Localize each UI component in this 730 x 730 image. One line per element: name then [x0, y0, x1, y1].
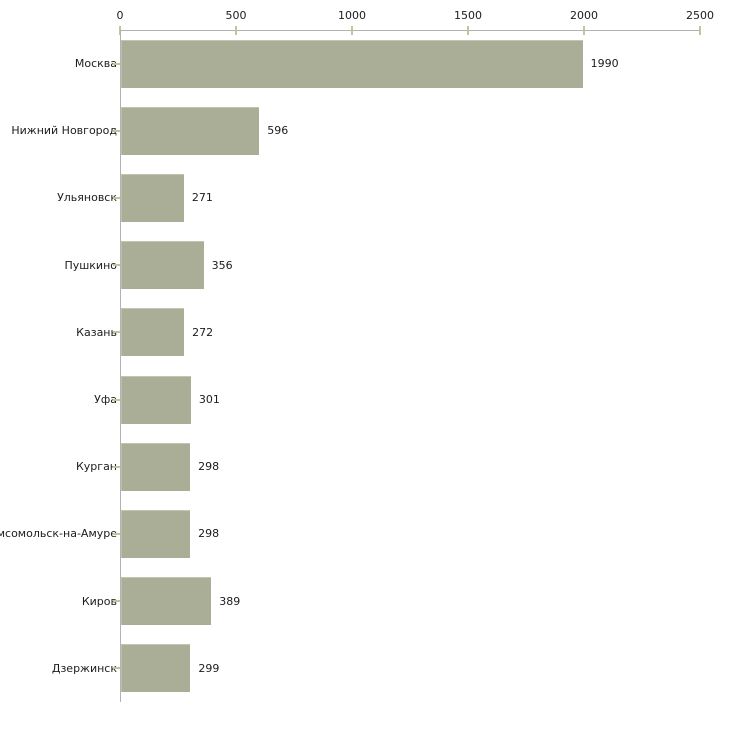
x-tick — [467, 26, 469, 35]
y-axis-label: Казань — [76, 325, 117, 339]
y-tick — [113, 533, 120, 535]
x-tick-label: 2000 — [570, 9, 598, 22]
y-axis-label: Курган — [75, 460, 117, 474]
y-tick — [113, 197, 120, 199]
bar — [121, 644, 191, 693]
x-tick — [235, 26, 237, 35]
x-axis-line — [120, 30, 701, 31]
x-tick-label: 500 — [225, 9, 247, 22]
bar-value-label: 298 — [198, 460, 220, 474]
bar-value-label: 271 — [191, 191, 213, 205]
x-tick-label: 1000 — [338, 9, 366, 22]
y-axis-line — [120, 30, 121, 702]
y-tick — [113, 600, 120, 603]
y-axis-label: Ульяновск — [57, 191, 117, 205]
bar — [121, 375, 191, 424]
bar-value-label: 298 — [198, 527, 220, 541]
y-axis-label: Нижний Новгород — [11, 124, 117, 138]
y-tick — [113, 465, 120, 468]
y-axis-label: мсомольск-на-Амуре — [0, 527, 117, 541]
y-axis-label: Дзержинск — [51, 661, 117, 675]
bar-value-label: 389 — [219, 594, 241, 608]
y-tick — [113, 62, 120, 65]
bar — [121, 442, 191, 491]
x-tick-label: 1500 — [454, 9, 482, 22]
x-tick — [351, 26, 353, 35]
y-tick — [113, 667, 120, 670]
bar-value-label: 272 — [192, 325, 214, 339]
bar — [121, 39, 583, 88]
y-tick — [113, 398, 120, 401]
bar-value-label: 1990 — [590, 57, 619, 71]
bar — [121, 308, 185, 357]
bar-value-label: 596 — [267, 124, 289, 138]
y-tick — [113, 129, 120, 132]
bar — [121, 174, 184, 222]
x-tick — [699, 26, 701, 35]
y-axis-label: Уфа — [94, 393, 117, 407]
bar — [121, 510, 191, 558]
bar-value-label: 299 — [198, 661, 220, 675]
y-axis-label: Москва — [74, 57, 117, 71]
bar-value-label: 301 — [198, 393, 220, 407]
bar — [121, 241, 204, 290]
bar — [121, 577, 212, 626]
y-axis-label: Киров — [81, 594, 117, 608]
y-axis-label: Пушкино — [64, 258, 117, 272]
x-tick-label: 0 — [116, 9, 124, 22]
bar-value-label: 356 — [211, 258, 233, 272]
x-tick — [583, 26, 585, 35]
y-tick — [113, 264, 120, 267]
y-tick — [113, 331, 120, 334]
bar — [121, 106, 260, 155]
x-tick-label: 2500 — [686, 9, 714, 22]
